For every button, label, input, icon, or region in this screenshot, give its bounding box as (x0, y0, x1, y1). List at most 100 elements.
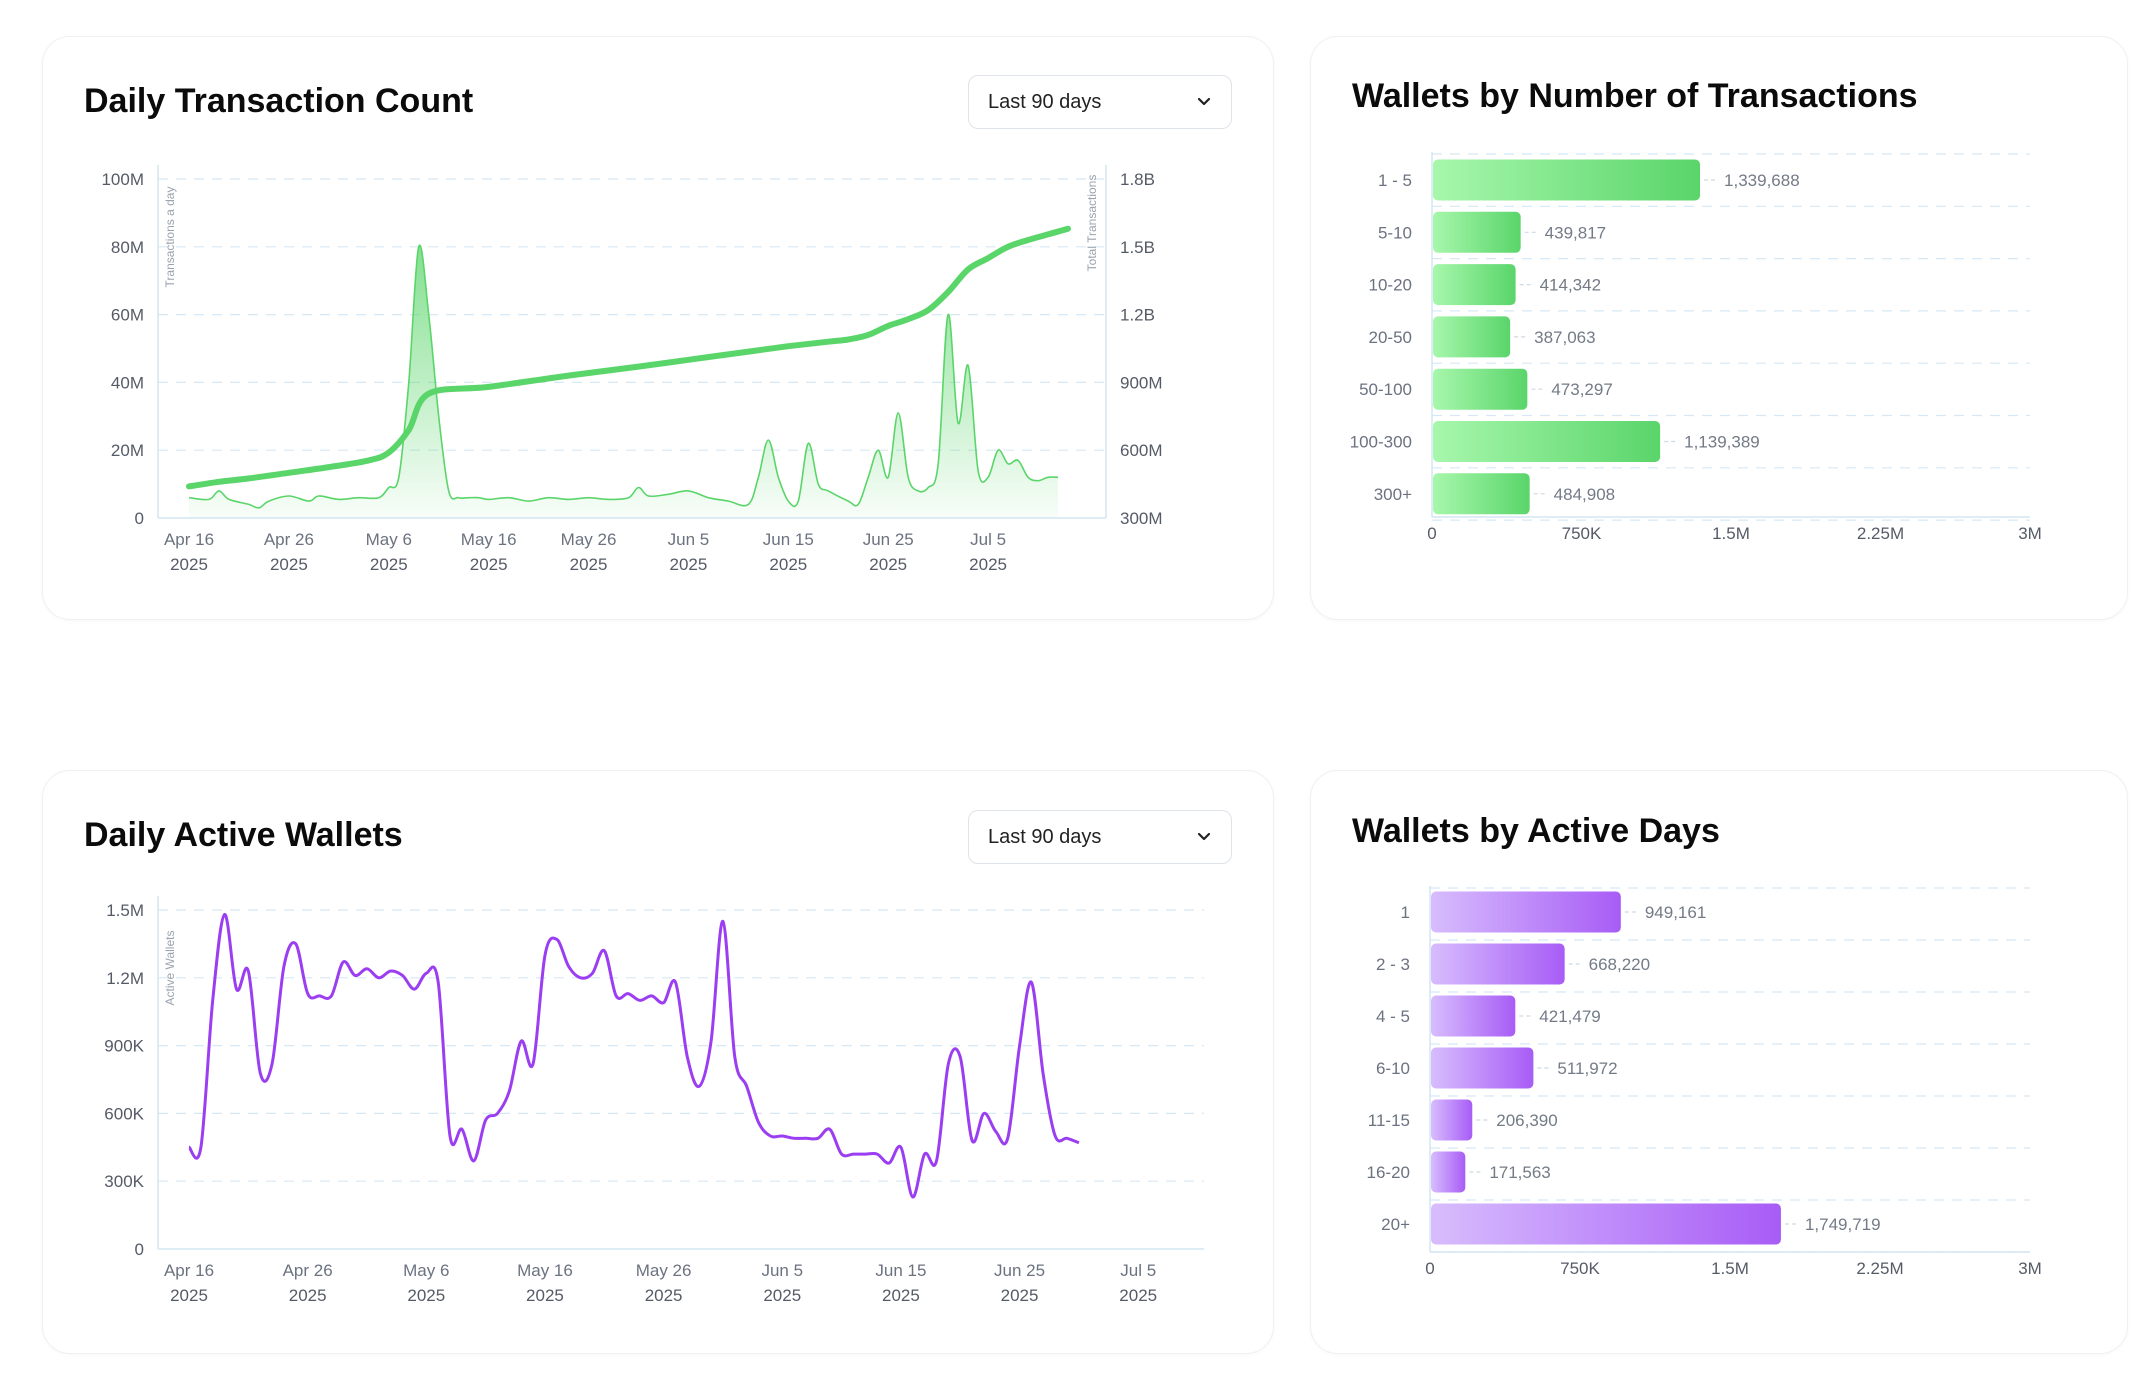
y-tick-label: 80M (111, 238, 144, 257)
y2-tick-label: 1.2B (1120, 306, 1155, 325)
x-tick-label: Jun 25 (863, 530, 914, 549)
bar (1431, 995, 1516, 1037)
category-label: 16-20 (1367, 1163, 1410, 1182)
category-label: 1 - 5 (1378, 171, 1412, 190)
x-tick-year: 2025 (570, 555, 608, 574)
x-tick-year: 2025 (869, 555, 907, 574)
y-tick-label: 40M (111, 373, 144, 392)
x-tick-label: 1.5M (1712, 524, 1750, 543)
x-tick-year: 2025 (1001, 1286, 1039, 1305)
category-label: 20-50 (1369, 328, 1412, 347)
y2-tick-label: 1.5B (1120, 238, 1155, 257)
range-dropdown-label: Last 90 days (988, 826, 1102, 848)
x-tick-label: Jun 25 (994, 1261, 1045, 1280)
category-label: 20+ (1381, 1215, 1410, 1234)
bar (1431, 943, 1565, 985)
bar-value-label: 439,817 (1545, 223, 1606, 242)
x-tick-year: 2025 (370, 555, 408, 574)
bar-value-label: 949,161 (1645, 903, 1706, 922)
y-tick-label: 60M (111, 306, 144, 325)
bar (1433, 421, 1661, 462)
bar-value-label: 206,390 (1496, 1111, 1557, 1130)
x-tick-year: 2025 (470, 555, 508, 574)
range-dropdown-wallets[interactable]: Last 90 days (968, 810, 1232, 864)
bar (1431, 891, 1621, 933)
y2-tick-label: 900M (1120, 373, 1163, 392)
x-tick-year: 2025 (645, 1286, 683, 1305)
x-tick-label: 3M (2018, 524, 2042, 543)
x-tick-label: 3M (2018, 1259, 2042, 1278)
y2-tick-label: 1.8B (1120, 170, 1155, 189)
bar (1433, 264, 1516, 306)
x-tick-label: 0 (1425, 1259, 1434, 1278)
category-label: 100-300 (1350, 433, 1412, 452)
x-tick-label: 2.25M (1856, 1259, 1903, 1278)
y-tick-label: 600K (104, 1104, 144, 1123)
bar-value-label: 511,972 (1557, 1059, 1617, 1078)
wallets-by-active-days-title: Wallets by Active Days (1352, 812, 1720, 850)
bar (1433, 211, 1521, 253)
category-label: 10-20 (1369, 276, 1412, 295)
y-axis-title: Transactions a day (163, 187, 177, 288)
x-tick-label: 2.25M (1857, 524, 1904, 543)
x-tick-year: 2025 (1119, 1286, 1157, 1305)
x-tick-label: Jul 5 (1120, 1261, 1156, 1280)
chevron-down-icon (1197, 832, 1211, 841)
category-label: 4 - 5 (1376, 1007, 1410, 1026)
y-axis-title: Active Wallets (163, 931, 177, 1006)
x-tick-label: Apr 26 (283, 1261, 333, 1280)
x-tick-label: Jun 15 (763, 530, 814, 549)
x-tick-year: 2025 (170, 555, 208, 574)
total-transactions-line (186, 225, 1071, 490)
category-label: 6-10 (1376, 1059, 1410, 1078)
daily-transactions-line (188, 244, 1059, 509)
bar (1431, 1203, 1781, 1245)
y2-axis-title: Total Transactions (1085, 175, 1099, 272)
category-label: 5-10 (1378, 223, 1412, 242)
category-label: 1 (1401, 903, 1410, 922)
range-dropdown-label: Last 90 days (988, 91, 1102, 113)
x-tick-year: 2025 (270, 555, 308, 574)
x-tick-label: Apr 16 (164, 530, 214, 549)
x-tick-year: 2025 (769, 555, 807, 574)
y-tick-label: 1.2M (106, 969, 144, 988)
y-tick-label: 900K (104, 1037, 144, 1056)
x-tick-label: May 16 (517, 1261, 573, 1280)
bar (1433, 159, 1701, 201)
bar (1431, 1099, 1473, 1141)
bar-value-label: 473,297 (1551, 380, 1612, 399)
category-label: 2 - 3 (1376, 955, 1410, 974)
bar (1433, 368, 1528, 410)
x-tick-year: 2025 (670, 555, 708, 574)
bar (1433, 473, 1530, 515)
category-label: 11-15 (1368, 1111, 1410, 1130)
daily-active-wallets-card (42, 770, 1274, 1354)
x-tick-label: 750K (1560, 1259, 1600, 1278)
chevron-down-icon (1197, 97, 1211, 106)
range-dropdown-transactions[interactable]: Last 90 days (968, 75, 1232, 129)
y2-tick-label: 600M (1120, 441, 1163, 460)
daily-transactions-area (189, 245, 1058, 518)
x-tick-year: 2025 (763, 1286, 801, 1305)
x-tick-year: 2025 (170, 1286, 208, 1305)
x-tick-label: Apr 16 (164, 1261, 214, 1280)
y2-tick-label: 300M (1120, 509, 1163, 528)
bar-value-label: 421,479 (1539, 1007, 1600, 1026)
x-tick-label: Jun 5 (668, 530, 710, 549)
x-tick-label: Jun 5 (761, 1261, 803, 1280)
x-tick-label: May 26 (561, 530, 617, 549)
bar-value-label: 484,908 (1554, 485, 1615, 504)
y-tick-label: 300K (104, 1172, 144, 1191)
x-tick-label: May 6 (403, 1261, 449, 1280)
bar-value-label: 1,749,719 (1805, 1215, 1881, 1234)
category-label: 50-100 (1359, 380, 1412, 399)
y-tick-label: 0 (135, 1240, 144, 1259)
bar-value-label: 668,220 (1589, 955, 1650, 974)
daily-transaction-count-title: Daily Transaction Count (84, 82, 474, 120)
y-tick-label: 0 (135, 509, 144, 528)
x-tick-year: 2025 (289, 1286, 327, 1305)
